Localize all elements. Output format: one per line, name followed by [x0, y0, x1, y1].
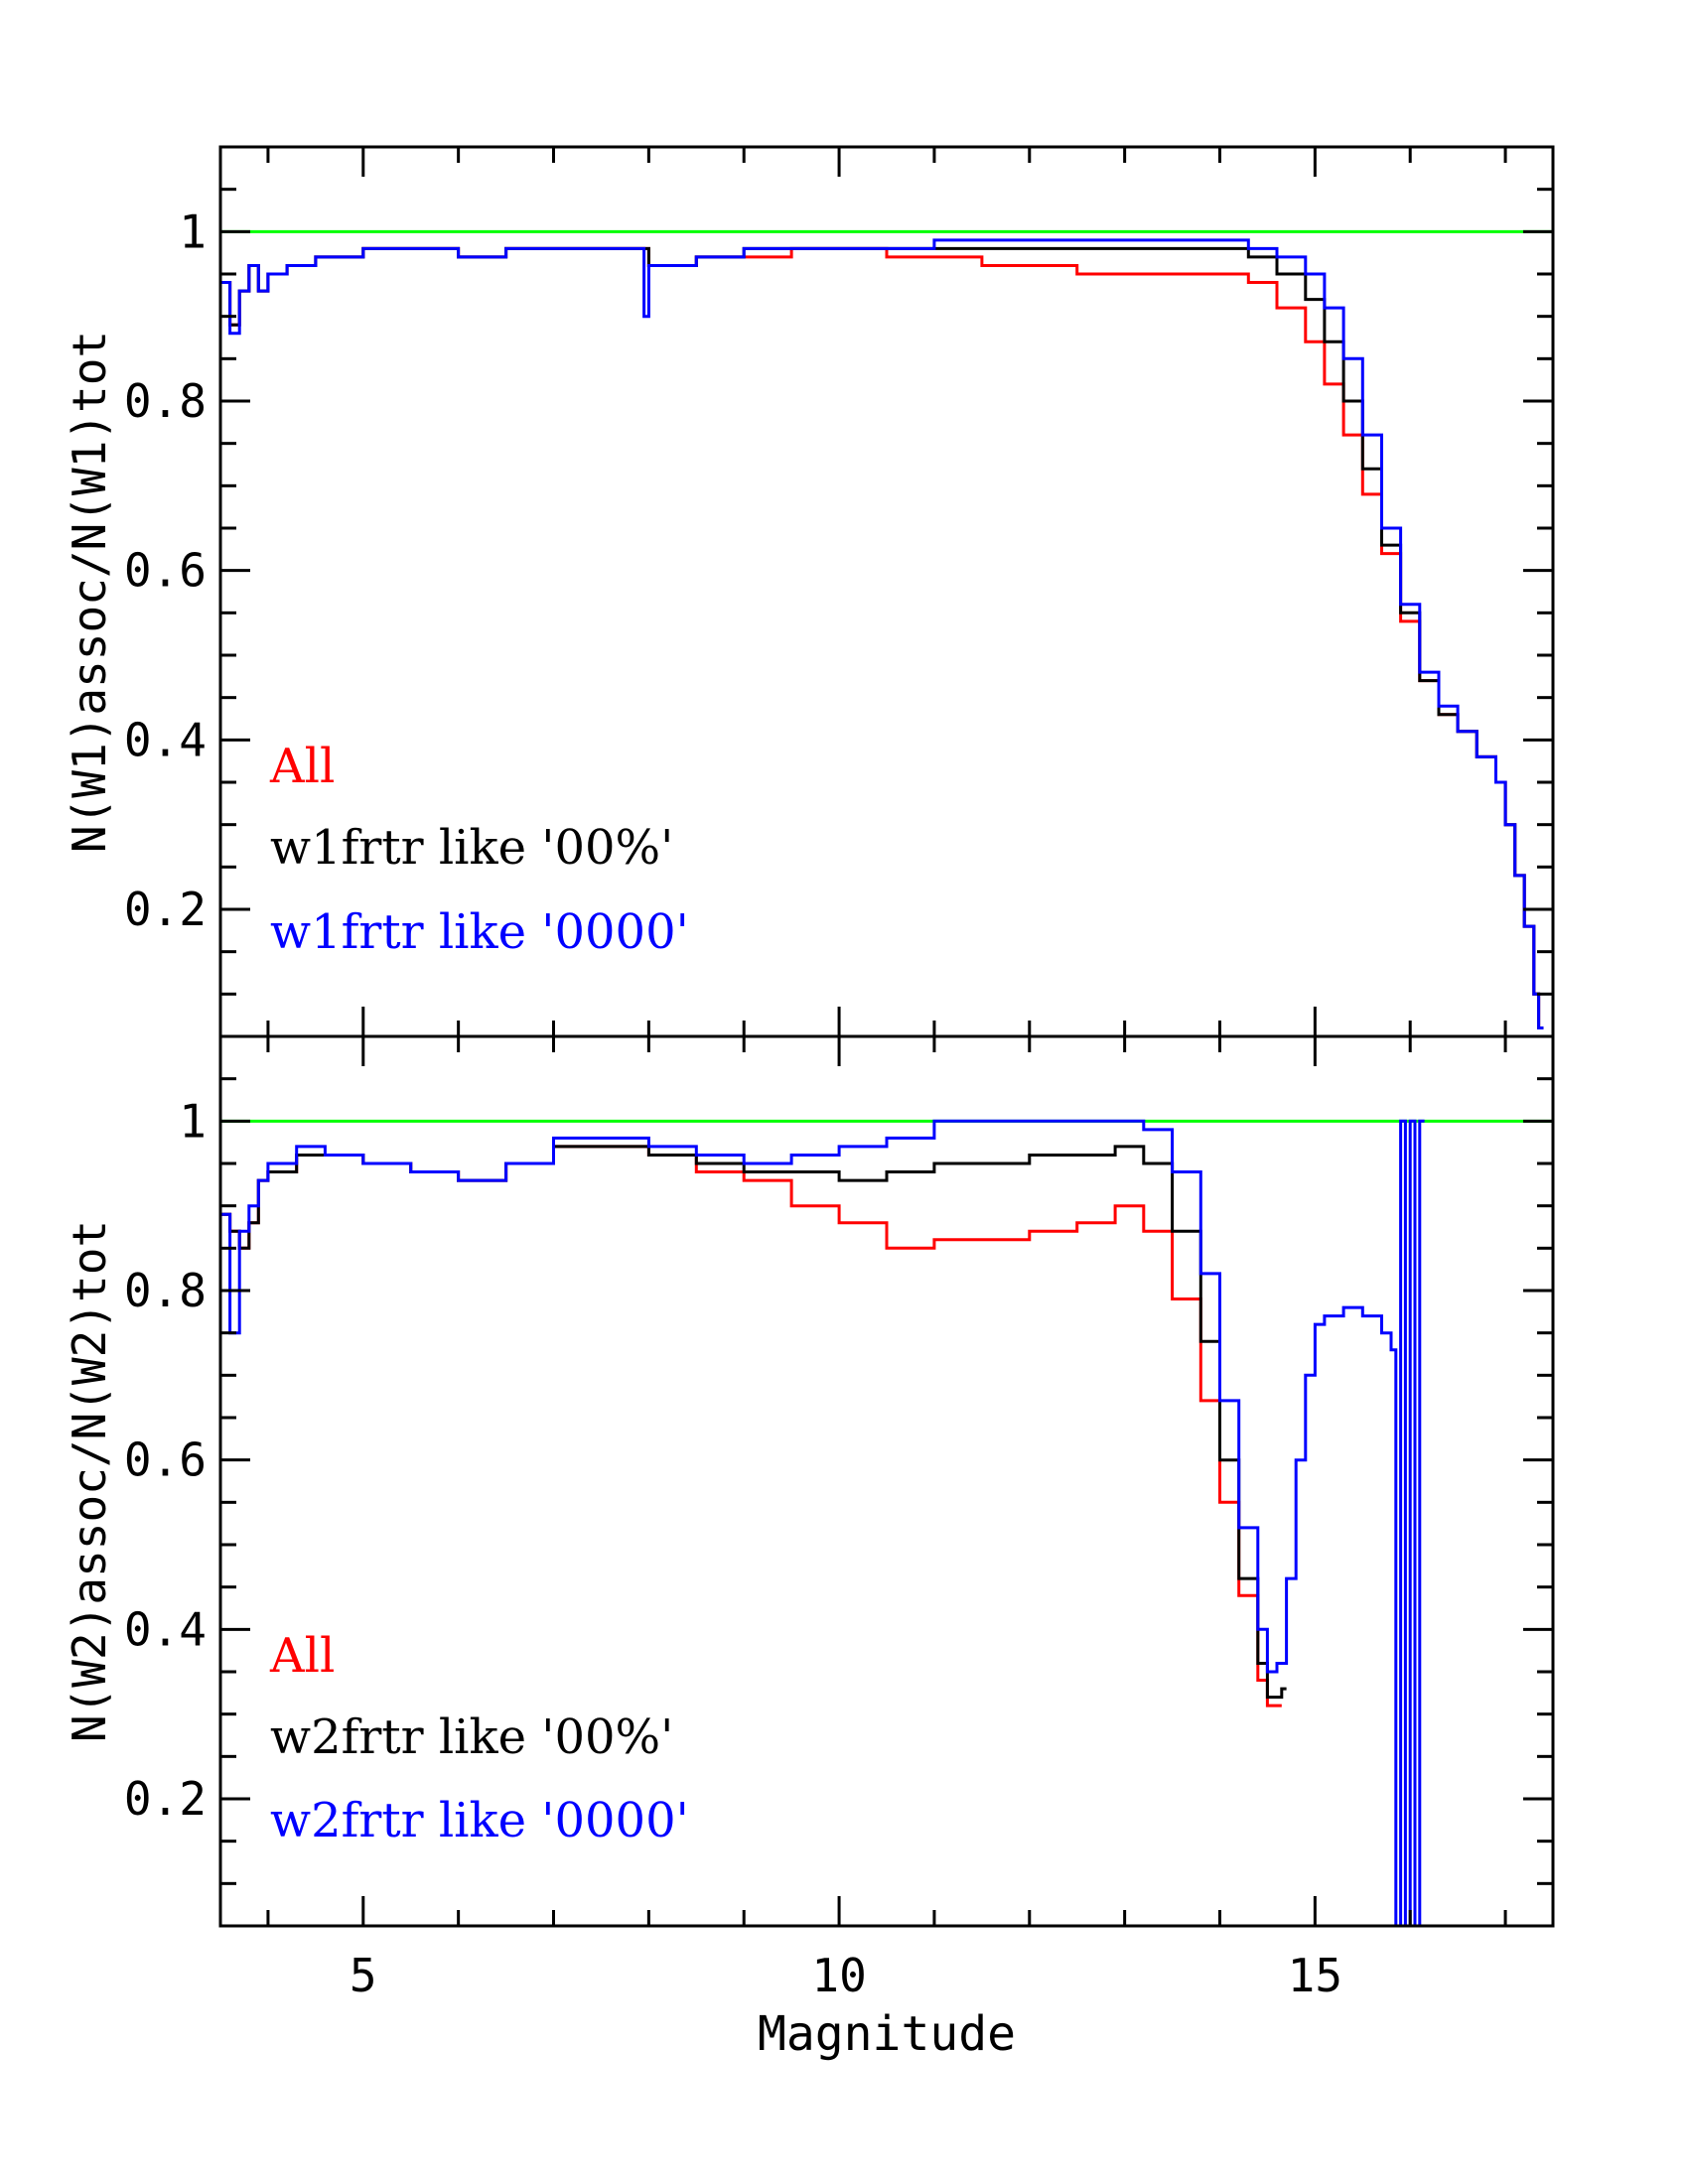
legend-entry-1: All [269, 739, 335, 794]
series-line-3 [220, 1119, 1425, 1926]
y-tick-label: 0.2 [124, 883, 207, 936]
y-tick-label: 0.4 [124, 1602, 207, 1656]
y-tick-label: 0.8 [124, 1264, 207, 1317]
plot-frame [218, 1034, 1555, 1928]
chart-panel-bottom: 0.20.40.60.815 10 15N(W2)assoc/N(W2)tot All… [63, 1034, 1555, 2002]
x-tick-label: 10 [811, 1949, 866, 2002]
y-tick-label: 0.6 [124, 544, 207, 598]
y-tick-label: 1 [179, 205, 207, 258]
series-line-1 [220, 1145, 1282, 1707]
y-tick-label: 0.2 [124, 1772, 207, 1826]
chart-panel-top: 0.2 0.4 0.6 0.8 1 N(W1)assoc/N(W1)tot All w1frt… [63, 145, 1555, 1038]
x-tick-label: 5 [350, 1949, 377, 2002]
x-tick-label: 15 [1288, 1949, 1342, 2002]
y-tick-label: 0.8 [124, 374, 207, 428]
y-tick-label: 0.4 [124, 713, 207, 766]
plot-frame [218, 145, 1555, 1038]
legend-entry-3: w2frtr like '0000' [270, 1793, 689, 1848]
y-axis-label: N(W1)assoc/N(W1)tot [63, 331, 116, 853]
legend-entry-3: w1frtr like '0000' [270, 904, 689, 960]
panels: 0.2 0.4 0.6 0.8 1 N(W1)assoc/N(W1)tot All w1frt… [63, 145, 1555, 2002]
legend-entry-1: All [269, 1628, 335, 1684]
legend-entry-2: w1frtr like '00%' [270, 820, 673, 876]
x-axis-label: Magnitude [758, 2006, 1016, 2062]
series-line-3 [220, 238, 1544, 1029]
series-line-2 [220, 1145, 1287, 1700]
y-tick-label: 0.6 [124, 1433, 207, 1487]
y-axis-label: N(W2)assoc/N(W2)tot [63, 1220, 116, 1742]
y-tick-label: 1 [179, 1094, 207, 1148]
legend-entry-2: w2frtr like '00%' [270, 1709, 673, 1765]
